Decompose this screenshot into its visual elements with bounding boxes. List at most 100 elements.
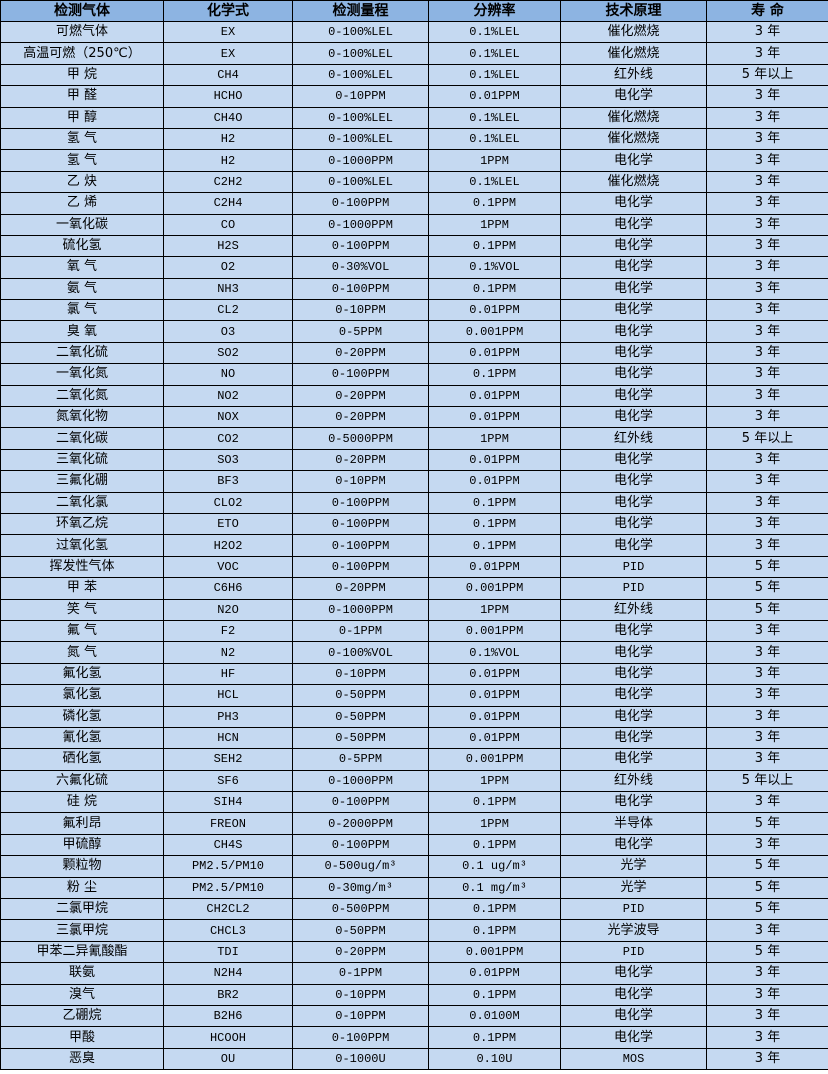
resolution-cell: 0.1PPM: [428, 983, 561, 1006]
range-cell: 0-500ug/m³: [292, 855, 429, 878]
formula-cell: HF: [163, 662, 293, 686]
gas-name-cell: 硒化氢: [0, 748, 164, 771]
header-lifespan: 寿 命: [706, 0, 828, 22]
range-cell: 0-1PPM: [292, 619, 429, 643]
gas-name-cell: 环氧乙烷: [0, 512, 164, 536]
lifespan-cell: 3 年: [706, 684, 828, 707]
lifespan-cell: 3 年: [706, 363, 828, 386]
gas-name-cell: 三氧化硫: [0, 448, 164, 472]
table-body: 可燃气体 EX 0-100%LEL 0.1%LEL 催化燃烧 3 年高温可燃（250℃） E…: [0, 20, 828, 1071]
formula-cell: B2H6: [163, 1004, 293, 1028]
gas-name-cell: 臭 氧: [0, 320, 164, 343]
table-row: 氢 气 H2 0-1000PPM 1PPM 电化学 3 年: [0, 149, 828, 172]
table-row: 甲苯二异氰酸酯 TDI 0-20PPM 0.001PPM PID 5 年: [0, 940, 828, 964]
range-cell: 0-100PPM: [292, 363, 429, 386]
resolution-cell: 1PPM: [428, 427, 561, 450]
table-row: 联氨 N2H4 0-1PPM 0.01PPM 电化学 3 年: [0, 962, 828, 985]
principle-cell: 半导体: [560, 812, 707, 835]
lifespan-cell: 3 年: [706, 962, 828, 985]
range-cell: 0-100PPM: [292, 555, 429, 579]
table-row: 乙 炔 C2H2 0-100%LEL 0.1%LEL 催化燃烧 3 年: [0, 170, 828, 194]
range-cell: 0-50PPM: [292, 919, 429, 942]
formula-cell: CL2: [163, 299, 293, 322]
principle-cell: 红外线: [560, 598, 707, 621]
lifespan-cell: 3 年: [706, 983, 828, 1006]
principle-cell: 电化学: [560, 448, 707, 472]
resolution-cell: 0.1%LEL: [428, 42, 561, 65]
lifespan-cell: 5 年: [706, 598, 828, 621]
principle-cell: PID: [560, 577, 707, 600]
lifespan-cell: 5 年: [706, 940, 828, 964]
gas-name-cell: 甲 烷: [0, 63, 164, 87]
principle-cell: 催化燃烧: [560, 170, 707, 194]
gas-name-cell: 一氧化碳: [0, 213, 164, 236]
lifespan-cell: 5 年: [706, 855, 828, 878]
formula-cell: NO: [163, 363, 293, 386]
range-cell: 0-100PPM: [292, 833, 429, 857]
resolution-cell: 0.001PPM: [428, 619, 561, 643]
range-cell: 0-1000PPM: [292, 769, 429, 793]
lifespan-cell: 3 年: [706, 277, 828, 301]
resolution-cell: 0.1PPM: [428, 512, 561, 536]
resolution-cell: 0.01PPM: [428, 962, 561, 985]
range-cell: 0-10PPM: [292, 299, 429, 322]
formula-cell: PM2.5/PM10: [163, 876, 293, 900]
lifespan-cell: 3 年: [706, 234, 828, 258]
lifespan-cell: 3 年: [706, 512, 828, 536]
table-row: 甲酸 HCOOH 0-100PPM 0.1PPM 电化学 3 年: [0, 1026, 828, 1049]
principle-cell: 催化燃烧: [560, 106, 707, 129]
principle-cell: 电化学: [560, 962, 707, 985]
gas-name-cell: 二氧化碳: [0, 427, 164, 450]
formula-cell: O2: [163, 256, 293, 279]
lifespan-cell: 3 年: [706, 406, 828, 429]
header-row: 检测气体 化学式 检测量程 分辨率 技术原理 寿 命: [0, 0, 828, 22]
formula-cell: HCOOH: [163, 1026, 293, 1049]
table-row: 一氧化氮 NO 0-100PPM 0.1PPM 电化学 3 年: [0, 363, 828, 386]
range-cell: 0-20PPM: [292, 940, 429, 964]
resolution-cell: 0.01PPM: [428, 85, 561, 108]
resolution-cell: 0.01PPM: [428, 684, 561, 707]
gas-name-cell: 一氧化氮: [0, 363, 164, 386]
principle-cell: 光学: [560, 876, 707, 900]
lifespan-cell: 3 年: [706, 791, 828, 814]
principle-cell: 电化学: [560, 641, 707, 664]
formula-cell: SIH4: [163, 791, 293, 814]
table-row: 甲硫醇 CH4S 0-100PPM 0.1PPM 电化学 3 年: [0, 833, 828, 857]
resolution-cell: 0.01PPM: [428, 726, 561, 750]
principle-cell: 电化学: [560, 983, 707, 1006]
resolution-cell: 1PPM: [428, 812, 561, 835]
gas-name-cell: 六氟化硫: [0, 769, 164, 793]
table-row: 乙硼烷 B2H6 0-10PPM 0.0100M 电化学 3 年: [0, 1004, 828, 1028]
range-cell: 0-20PPM: [292, 384, 429, 408]
table-row: 环氧乙烷 ETO 0-100PPM 0.1PPM 电化学 3 年: [0, 512, 828, 536]
gas-name-cell: 三氟化硼: [0, 470, 164, 493]
resolution-cell: 0.1%LEL: [428, 20, 561, 44]
formula-cell: VOC: [163, 555, 293, 579]
table-row: 可燃气体 EX 0-100%LEL 0.1%LEL 催化燃烧 3 年: [0, 20, 828, 44]
table-row: 颗粒物 PM2.5/PM10 0-500ug/m³ 0.1 ug/m³ 光学 5 年: [0, 855, 828, 878]
principle-cell: 电化学: [560, 833, 707, 857]
table-row: 硫化氢 H2S 0-100PPM 0.1PPM 电化学 3 年: [0, 234, 828, 258]
header-formula: 化学式: [163, 0, 293, 22]
gas-name-cell: 二氧化氯: [0, 491, 164, 514]
range-cell: 0-10PPM: [292, 1004, 429, 1028]
formula-cell: H2: [163, 127, 293, 151]
lifespan-cell: 3 年: [706, 491, 828, 514]
formula-cell: H2S: [163, 234, 293, 258]
principle-cell: 电化学: [560, 256, 707, 279]
lifespan-cell: 5 年: [706, 876, 828, 900]
lifespan-cell: 3 年: [706, 213, 828, 236]
principle-cell: 红外线: [560, 427, 707, 450]
principle-cell: 电化学: [560, 1026, 707, 1049]
gas-name-cell: 挥发性气体: [0, 555, 164, 579]
gas-name-cell: 氧 气: [0, 256, 164, 279]
range-cell: 0-100PPM: [292, 791, 429, 814]
resolution-cell: 0.001PPM: [428, 320, 561, 343]
table-row: 氨 气 NH3 0-100PPM 0.1PPM 电化学 3 年: [0, 277, 828, 301]
table-row: 高温可燃（250℃） EX 0-100%LEL 0.1%LEL 催化燃烧 3 年: [0, 42, 828, 65]
resolution-cell: 0.1%LEL: [428, 106, 561, 129]
formula-cell: TDI: [163, 940, 293, 964]
formula-cell: EX: [163, 42, 293, 65]
range-cell: 0-100PPM: [292, 234, 429, 258]
resolution-cell: 0.1%LEL: [428, 170, 561, 194]
